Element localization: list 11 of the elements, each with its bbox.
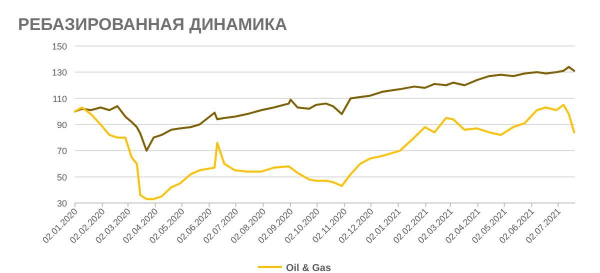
y-tick-label: 130	[52, 68, 67, 78]
line-series	[74, 104, 576, 200]
y-tick-label: 90	[56, 120, 67, 130]
y-tick-label: 50	[56, 172, 67, 182]
chart-title: РЕБАЗИРОВАННАЯ ДИНАМИКА	[18, 15, 288, 34]
y-tick-label: 110	[52, 94, 67, 104]
y-tick-label: 30	[56, 198, 67, 208]
y-tick-label: 70	[56, 146, 67, 156]
line-series	[74, 66, 576, 152]
y-tick-label: 150	[52, 42, 67, 52]
legend-label: Oil & Gas	[286, 263, 332, 273]
